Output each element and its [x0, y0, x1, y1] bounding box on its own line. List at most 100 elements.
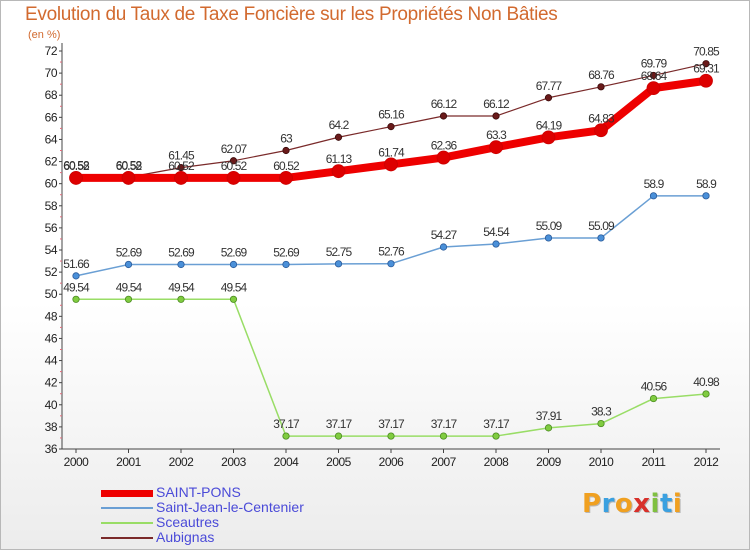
- logo-letter: t: [659, 489, 673, 519]
- legend-label: Saint-Jean-le-Centenier: [156, 499, 304, 515]
- series-marker-saint-jean: [387, 260, 395, 268]
- logo-letter: o: [614, 489, 634, 519]
- x-tick-label: 2011: [642, 455, 667, 469]
- proxiti-logo: Proxiti: [582, 489, 682, 519]
- data-label-aubignas: 62.07: [221, 142, 248, 156]
- y-tick-label: 40: [45, 398, 58, 412]
- data-label-aubignas: 61.45: [168, 149, 195, 163]
- x-tick-label: 2010: [589, 455, 615, 469]
- y-tick-label: 52: [45, 265, 58, 279]
- data-label-sceautres: 37.17: [431, 417, 458, 431]
- data-label-sceautres: 40.98: [693, 375, 720, 389]
- data-label-saint-pons: 60.52: [221, 159, 248, 173]
- data-label-sceautres: 49.54: [63, 280, 90, 294]
- y-tick-label: 44: [45, 354, 58, 368]
- series-marker-sceautres: [649, 394, 658, 403]
- data-label-sceautres: 37.17: [378, 417, 405, 431]
- series-marker-saint-jean: [282, 260, 290, 269]
- data-label-aubignas: 64.2: [329, 118, 350, 132]
- series-marker-aubignas: [229, 157, 238, 165]
- series-marker-sceautres: [492, 432, 500, 440]
- series-marker-saint-jean: [72, 272, 80, 280]
- series-marker-saint-pons: [646, 81, 661, 96]
- legend-swatch: [101, 537, 153, 539]
- data-label-sceautres: 37.17: [326, 417, 353, 431]
- data-label-sceautres: 40.56: [641, 380, 668, 394]
- data-label-saint-jean: 51.66: [63, 257, 90, 271]
- y-tick-label: 60: [45, 177, 58, 191]
- series-marker-sceautres: [544, 424, 553, 432]
- y-tick-label: 54: [45, 243, 58, 257]
- series-line-sceautres: [76, 298, 707, 437]
- series-marker-saint-pons: [436, 150, 451, 165]
- series-marker-aubignas: [177, 164, 185, 172]
- data-label-aubignas: 70.85: [693, 45, 720, 59]
- data-label-aubignas: 67.77: [536, 79, 563, 93]
- x-tick-label: 2000: [64, 455, 90, 469]
- data-label-aubignas: 65.16: [378, 108, 405, 122]
- series-marker-saint-jean: [492, 240, 500, 248]
- y-tick-label: 38: [45, 420, 58, 434]
- logo-letter: i: [672, 489, 683, 519]
- data-label-sceautres: 38.3: [591, 405, 612, 419]
- data-label-sceautres: 49.54: [116, 280, 143, 294]
- x-tick-label: 2005: [326, 455, 352, 469]
- series-marker-saint-pons: [69, 171, 83, 185]
- data-label-aubignas: 68.76: [588, 68, 615, 82]
- unit-label: (en %): [28, 29, 61, 41]
- data-label-saint-pons: 61.74: [378, 145, 405, 159]
- data-label-saint-pons: 60.52: [168, 159, 195, 173]
- data-label-saint-jean: 52.75: [326, 245, 353, 259]
- data-label-saint-jean: 55.09: [588, 219, 615, 233]
- logo-letter: i: [650, 489, 660, 519]
- data-label-sceautres: 37.91: [536, 409, 563, 423]
- series-marker-saint-pons: [331, 164, 346, 179]
- y-tick-label: 50: [45, 287, 58, 301]
- data-label-aubignas: 69.79: [641, 56, 668, 70]
- series-marker-aubignas: [439, 112, 448, 120]
- series-marker-sceautres: [387, 432, 395, 440]
- series-marker-saint-pons: [489, 140, 503, 155]
- logo-letter: P: [582, 489, 602, 519]
- y-tick-label: 66: [45, 110, 58, 124]
- data-label-sceautres: 49.54: [221, 280, 248, 294]
- series-marker-sceautres: [597, 419, 605, 428]
- x-tick-label: 2003: [221, 455, 247, 469]
- series-marker-saint-pons: [594, 123, 608, 138]
- y-tick-label: 72: [45, 44, 58, 58]
- data-label-sceautres: 49.54: [168, 280, 195, 294]
- y-tick-label: 42: [45, 376, 58, 390]
- series-marker-saint-pons: [541, 130, 556, 145]
- data-label-sceautres: 37.17: [483, 417, 510, 431]
- data-label-saint-jean: 58.9: [644, 177, 665, 191]
- series-marker-saint-pons: [699, 73, 713, 88]
- series-marker-saint-jean: [597, 234, 605, 242]
- y-tick-label: 56: [45, 221, 58, 235]
- logo-letter: r: [601, 489, 615, 519]
- legend-label: Aubignas: [156, 529, 215, 545]
- data-label-saint-jean: 52.69: [116, 245, 143, 259]
- y-tick-label: 68: [45, 88, 58, 102]
- y-tick-label: 36: [45, 442, 58, 456]
- data-label-saint-pons: 68.64: [641, 69, 668, 83]
- y-tick-label: 64: [45, 132, 58, 146]
- series-marker-saint-jean: [649, 192, 658, 200]
- y-tick-label: 46: [45, 331, 58, 345]
- series-marker-aubignas: [334, 133, 343, 141]
- series-marker-aubignas: [387, 123, 395, 131]
- x-tick-label: 2009: [536, 455, 562, 469]
- x-tick-label: 2004: [274, 455, 300, 469]
- data-label-saint-jean: 52.69: [168, 245, 195, 259]
- x-tick-label: 2012: [694, 455, 720, 469]
- data-label-saint-pons: 69.31: [693, 62, 720, 76]
- data-label-saint-pons: 60.52: [273, 159, 300, 173]
- data-label-saint-jean: 52.69: [221, 245, 248, 259]
- series-marker-saint-pons: [384, 157, 398, 172]
- data-label-saint-pons: 64.83: [588, 111, 615, 125]
- series-marker-saint-pons: [121, 171, 136, 185]
- y-tick-label: 58: [45, 199, 58, 213]
- series-marker-sceautres: [439, 432, 448, 440]
- data-label-saint-pons: 63.3: [486, 128, 507, 142]
- data-label-aubignas: 63: [280, 132, 293, 146]
